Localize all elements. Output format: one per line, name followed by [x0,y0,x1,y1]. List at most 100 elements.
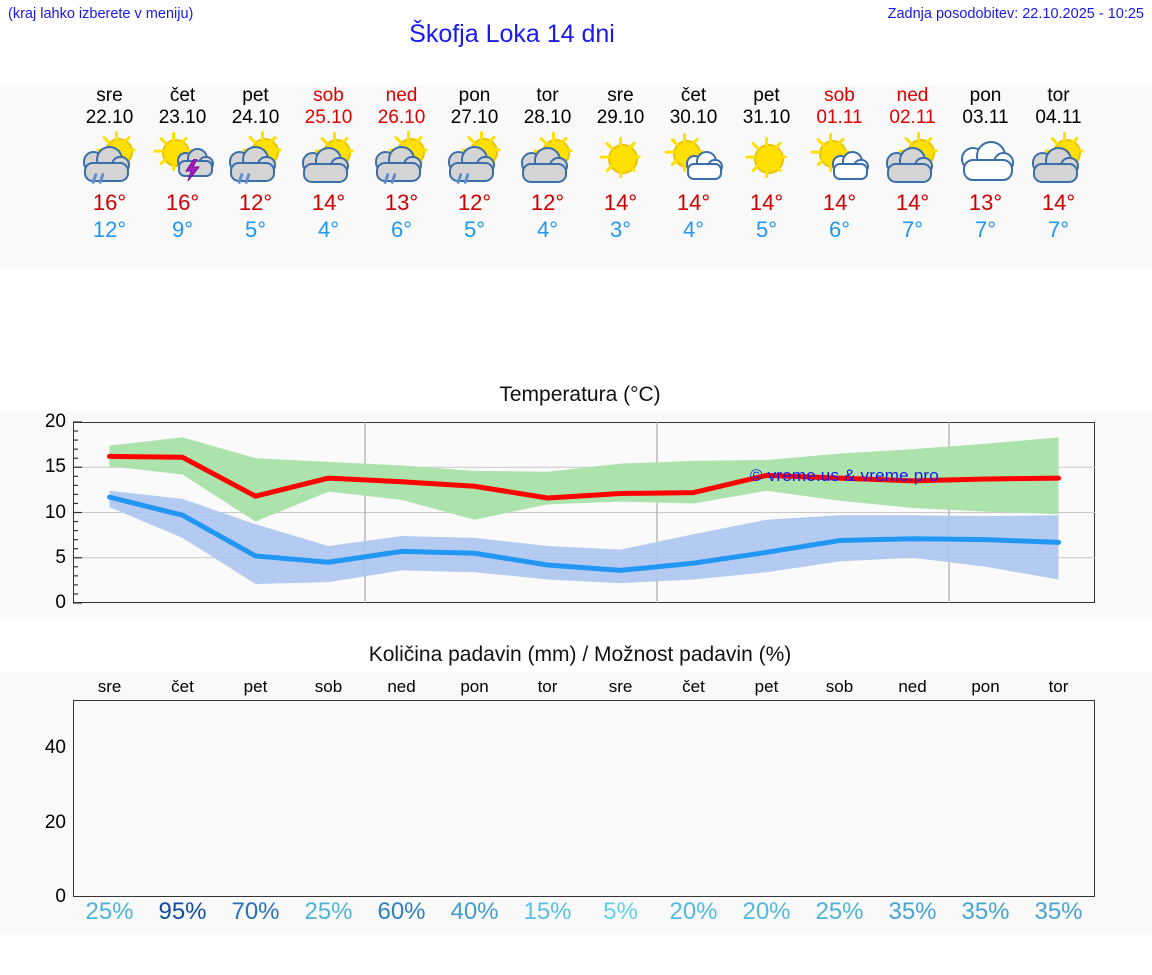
precipitation-y-tick-label: 0 [55,886,66,907]
sun-ray-icon [490,148,501,152]
sun-ray-icon [153,149,164,153]
sun-ray-icon [764,167,769,178]
day-forecast-column[interactable]: sob 01.11 14° 6° [801,85,879,243]
day-name: sob [313,85,344,106]
day-min-temp: 5° [755,217,778,242]
precipitation-probability: 25% [304,898,353,925]
precipitation-probability: 20% [669,898,718,925]
page-title: Škofja Loka 14 dni [409,20,615,48]
day-forecast-column[interactable]: čet 30.10 14° 4° [655,85,733,243]
day-forecast-column[interactable]: sob 25.10 14° 4° [290,85,368,243]
temperature-y-tick-label: 5 [55,546,66,568]
day-name: tor [536,85,559,106]
day-name: sob [824,85,855,106]
sun-cloud-small-icon [655,131,733,189]
day-min-temp: 4° [682,217,705,242]
cloud-icon [686,163,723,180]
precipitation-chart-title: Količina padavin (mm) / Možnost padavin … [368,643,792,666]
sun-cloud-rain-icon [217,130,295,189]
cloud-icon [1033,162,1078,183]
precipitation-probability: 20% [742,898,791,925]
day-date: 27.10 [450,107,499,128]
sun-ray-icon [171,131,176,142]
day-name: ned [896,85,929,106]
sun-ray-icon [1073,149,1084,153]
day-max-temp: 13° [968,190,1003,215]
day-date: 25.10 [304,107,353,128]
cloud-icon [449,161,494,182]
sun-ray-icon [260,130,265,141]
day-min-temp: 5° [244,217,267,242]
day-forecast-column[interactable]: pon 03.11 13° 7° [947,85,1025,243]
day-name: čet [169,85,196,106]
day-name: tor [1047,85,1070,106]
cloud-icon [832,163,869,180]
sun-cloud-thunder-icon [144,131,222,189]
day-max-temp: 16° [92,190,127,215]
temperature-chart-graphics [73,421,1095,604]
day-forecast-column[interactable]: pet 24.10 12° 5° [217,85,295,243]
day-date: 23.10 [158,107,207,128]
precipitation-day-label: tor [1048,677,1069,696]
sun-cloud-small-icon [801,131,879,189]
day-min-temp: 12° [92,217,127,242]
last-updated-text: Zadnja posodobitev: 22.10.2025 - 10:25 [887,6,1144,22]
sun-cloud-icon [1020,131,1098,189]
watermark-text: © vreme.us & vreme.pro [750,466,939,485]
day-max-temp: 14° [603,190,638,215]
cloud-icon [230,161,275,182]
sun-ray-icon [828,132,833,143]
day-min-temp: 3° [609,217,632,242]
day-forecast-column[interactable]: sre 29.10 14° 3° [582,85,660,243]
day-forecast-column[interactable]: sre 22.10 16° 12° [71,85,149,243]
precipitation-day-label: čet [171,677,194,696]
precipitation-day-label: sob [825,677,854,696]
precipitation-day-label: pon [460,677,489,696]
day-forecast-column[interactable]: pet 31.10 14° 5° [728,85,806,243]
day-date: 24.10 [231,107,280,128]
sun-ray-icon [332,131,337,142]
precipitation-probability: 60% [377,898,426,925]
sun-ray-icon [618,167,623,178]
day-date: 28.10 [523,107,572,128]
day-date: 04.11 [1035,107,1082,128]
precipitation-probability: 40% [450,898,499,925]
sun-ray-icon [916,131,921,142]
cloud-icon [887,162,932,183]
day-name: pet [242,85,269,106]
day-forecast-column[interactable]: ned 02.11 14° 7° [874,85,952,243]
cloud-icon [962,159,1013,181]
day-forecast-column[interactable]: tor 04.11 14° 7° [1020,85,1098,243]
precipitation-day-label: pet [243,677,268,696]
temperature-y-tick-label: 20 [44,411,66,432]
day-forecast-column[interactable]: čet 23.10 16° 9° [144,85,222,243]
precipitation-probability: 15% [523,898,572,925]
sun-ray-icon [810,150,821,154]
precipitation-probability: 25% [815,898,864,925]
day-max-temp: 14° [676,190,711,215]
precipitation-y-tick-label: 40 [44,737,66,759]
day-forecast-column[interactable]: pon 27.10 12° 5° [436,85,514,243]
sun-ray-icon [776,155,787,159]
sun-ray-icon [664,150,675,154]
daily-forecast-strip: sre 22.10 16° 12° čet 23.10 16° 9° pet 24.10 12° 5… [0,85,1152,269]
day-max-temp: 12° [530,190,565,215]
page-header: (kraj lahko izberete v meniju) Škofja Lo… [0,0,1152,78]
precipitation-probability: 35% [1034,898,1083,925]
cloud-icon [303,162,348,183]
day-max-temp: 12° [238,190,273,215]
day-forecast-column[interactable]: tor 28.10 12° 4° [509,85,587,243]
temperature-y-tick-label: 10 [44,501,66,523]
precipitation-probability: 25% [85,898,134,925]
precipitation-day-label: pon [971,677,1000,696]
precipitation-chart-section: Količina padavin (mm) / Možnost padavin … [0,643,1152,935]
day-min-temp: 4° [317,217,340,242]
day-min-temp: 7° [974,217,997,242]
sun-ray-icon [479,130,484,141]
day-name: pon [969,85,1002,106]
day-min-temp: 6° [828,217,851,242]
day-max-temp: 13° [384,190,419,215]
day-forecast-column[interactable]: ned 26.10 13° 6° [363,85,441,243]
day-date: 29.10 [596,107,645,128]
cloud-icon [522,162,567,183]
